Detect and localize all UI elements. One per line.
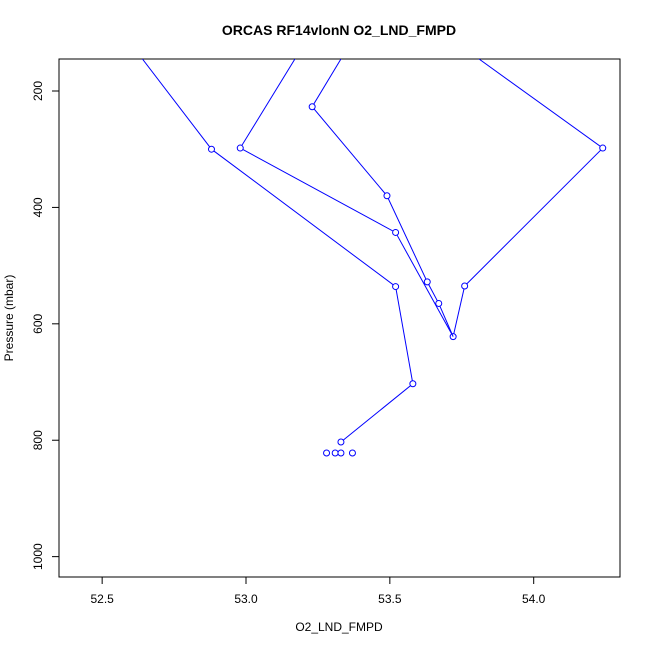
y-tick-label: 600 [31, 313, 45, 333]
data-point [409, 380, 417, 388]
series-line [239, 59, 604, 339]
data-point [435, 299, 443, 307]
y-axis-label: Pressure (mbar) [2, 275, 16, 362]
series-line [311, 59, 454, 337]
data-point [207, 145, 215, 153]
x-tick-label: 52.5 [90, 592, 114, 606]
data-point [348, 449, 356, 457]
x-tick-label: 53.0 [234, 592, 258, 606]
data-point [599, 144, 607, 152]
chart-title: ORCAS RF14vlonN O2_LND_FMPD [222, 22, 456, 38]
data-point [392, 228, 400, 236]
plot-frame [58, 58, 621, 578]
data-point [331, 449, 339, 457]
series-line [142, 59, 414, 443]
data-point [461, 282, 469, 290]
data-point [423, 278, 431, 286]
data-point [337, 438, 345, 446]
data-point [337, 449, 345, 457]
data-point [236, 144, 244, 152]
data-point [392, 283, 400, 291]
x-tick-label: 53.5 [378, 592, 402, 606]
data-point [383, 192, 391, 200]
x-tick-label: 54.0 [522, 592, 546, 606]
y-tick-label: 200 [31, 81, 45, 101]
y-axis: 200 400 600 800 1000 [31, 81, 59, 570]
x-axis-label: O2_LND_FMPD [295, 620, 383, 634]
x-axis: 52.5 53.0 53.5 54.0 [90, 577, 546, 606]
y-tick-label: 400 [31, 197, 45, 217]
data-point [323, 449, 331, 457]
y-tick-label: 800 [31, 430, 45, 450]
plot-area [142, 59, 607, 457]
data-point [308, 103, 316, 111]
y-tick-label: 1000 [31, 543, 45, 570]
